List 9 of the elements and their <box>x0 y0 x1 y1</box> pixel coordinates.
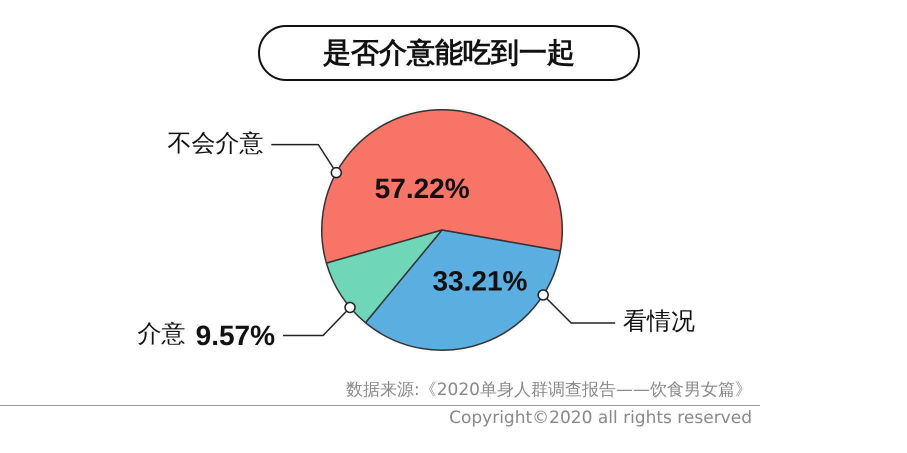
text: Copyright©2020 all rights reserved <box>449 408 752 428</box>
data-label: 57.22% <box>374 172 470 204</box>
slice-label: 看情况 <box>623 307 696 336</box>
data-label: 9.57% <box>196 320 276 352</box>
chart-title: 是否介意能吃到一起 <box>258 25 640 81</box>
slice-label: 不会介意 <box>167 128 264 157</box>
data-label: 33.21% <box>432 265 528 296</box>
slice-label: 介意 <box>138 320 186 348</box>
source-note: 数据来源:《2020单身人群调查报告——饮食男女篇》 <box>346 379 752 401</box>
